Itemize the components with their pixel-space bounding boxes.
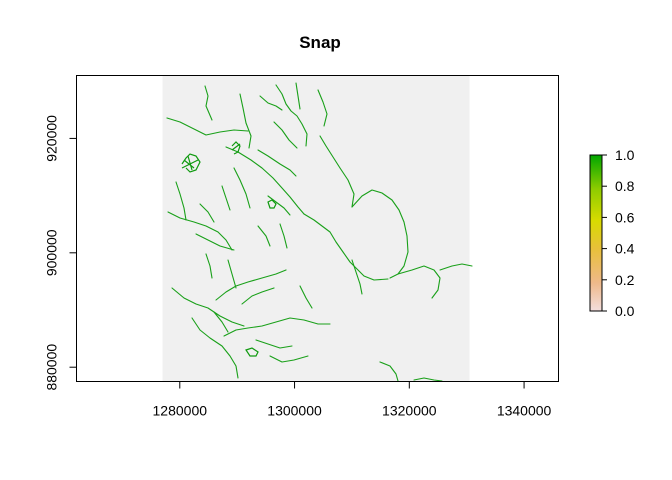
raster-extent-background	[162, 75, 470, 382]
stream-segment	[319, 135, 355, 208]
stream-segment	[171, 287, 245, 327]
y-tick-label: 900000	[44, 229, 60, 276]
stream-cluster	[267, 199, 277, 209]
stream-segment	[279, 223, 288, 249]
stream-cluster	[231, 141, 241, 155]
stream-segment	[221, 185, 231, 211]
plot-frame	[76, 75, 559, 382]
stream-segment	[379, 361, 399, 382]
stream-segment	[215, 269, 287, 301]
x-tick-label: 1320000	[382, 403, 437, 419]
stream-segment	[205, 253, 213, 279]
chart-title: Snap	[299, 33, 341, 52]
legend-tick-label: 0.6	[615, 209, 635, 225]
stream-segment	[439, 263, 473, 271]
stream-segment	[166, 117, 249, 136]
stream-segment	[273, 121, 298, 149]
snapped-stream-network	[166, 82, 473, 382]
stream-segment	[351, 259, 363, 295]
stream-segment	[303, 213, 389, 281]
x-axis: 1280000 1300000 1320000 1340000	[153, 381, 552, 419]
stream-segment	[204, 85, 213, 121]
axes: 1280000 1300000 1320000 1340000 880000 90000…	[44, 75, 559, 419]
stream-segment	[227, 259, 237, 289]
stream-cluster	[181, 153, 201, 173]
stream-segment	[299, 285, 313, 309]
stream-segment	[257, 225, 271, 247]
x-tick-label: 1300000	[267, 403, 322, 419]
stream-segment	[233, 167, 251, 209]
stream-segment	[241, 287, 275, 305]
stream-segment	[269, 355, 309, 363]
legend-tick-label: 0.0	[615, 303, 635, 319]
stream-segment	[295, 82, 301, 110]
stream-segment	[167, 211, 233, 251]
stream-segment	[175, 181, 187, 221]
stream-segment	[259, 95, 283, 111]
y-tick-label: 920000	[44, 115, 60, 162]
x-tick-label: 1340000	[497, 403, 552, 419]
stream-segment	[351, 189, 409, 279]
stream-segment	[223, 317, 331, 337]
stream-segment	[199, 203, 215, 223]
legend-tick-label: 0.4	[615, 241, 635, 257]
legend-colorbar	[589, 154, 603, 312]
stream-segment	[397, 265, 441, 299]
stream-segment	[267, 195, 291, 216]
y-axis: 880000 900000 920000	[44, 115, 77, 391]
stream-segment	[195, 233, 235, 251]
stream-cluster	[245, 347, 259, 357]
legend-tick-label: 0.2	[615, 272, 635, 288]
legend-tick-label: 1.0	[615, 147, 635, 163]
stream-segment	[257, 149, 297, 177]
stream-segment	[191, 317, 239, 379]
stream-segment	[225, 146, 305, 215]
legend-tick-label: 0.8	[615, 178, 635, 194]
stream-segment	[239, 93, 252, 149]
legend-ticks: 0.0 0.2 0.4 0.6 0.8 1.0	[602, 147, 635, 319]
stream-segment	[255, 339, 293, 349]
stream-segment	[413, 377, 443, 382]
stream-segment	[213, 311, 229, 333]
x-tick-label: 1280000	[153, 403, 208, 419]
color-legend: 0.0 0.2 0.4 0.6 0.8 1.0	[589, 147, 635, 319]
y-tick-label: 880000	[44, 344, 60, 391]
stream-segment	[317, 89, 328, 127]
stream-segment	[275, 84, 308, 147]
